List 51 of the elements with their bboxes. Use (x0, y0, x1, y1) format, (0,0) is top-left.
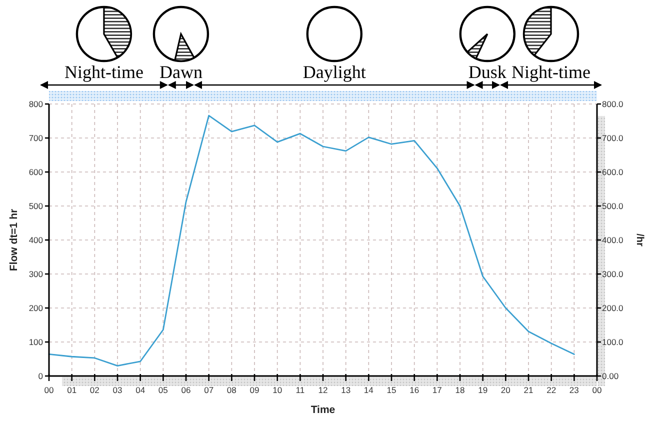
x-tick-label: 05 (158, 385, 168, 395)
x-tick-label: 00 (592, 385, 602, 395)
x-tick-label: 22 (546, 385, 556, 395)
y-tick-label: 300 (28, 269, 44, 279)
x-tick-label: 19 (478, 385, 488, 395)
x-tick-label: 08 (226, 385, 237, 395)
y-tick-label: 500 (28, 201, 44, 211)
y-tick-label: 100 (28, 337, 44, 347)
y2-axis-title: /hr (634, 234, 645, 246)
y2-tick-label: 0.00 (602, 371, 619, 381)
x-tick-label: 18 (455, 385, 465, 395)
y-tick-label: 700 (28, 133, 44, 143)
y2-tick-label: 400.0 (602, 235, 624, 245)
x-tick-label: 03 (112, 385, 122, 395)
y-tick-label: 600 (28, 167, 44, 177)
text: Night-time (511, 62, 590, 82)
y2-tick-label: 700.0 (602, 133, 624, 143)
y-axis-title: Flow dt=1 hr (8, 208, 20, 272)
x-tick-label: 16 (410, 385, 420, 395)
y2-tick-label: 100.0 (602, 337, 624, 347)
x-tick-label: 13 (341, 385, 351, 395)
x-tick-label: 06 (181, 385, 191, 395)
y2-tick-label: 300.0 (602, 269, 624, 279)
y2-tick-label: 500.0 (602, 201, 624, 211)
x-tick-label: 15 (386, 385, 396, 395)
x-tick-label: 12 (318, 385, 328, 395)
x-tick-label: 04 (136, 385, 146, 395)
y-tick-label: 800 (28, 99, 44, 109)
text: Daylight (302, 62, 366, 82)
y2-tick-label: 200.0 (602, 303, 624, 313)
x-tick-label: 10 (272, 385, 282, 395)
text: Night-time (64, 62, 144, 82)
y-tick-label: 0 (38, 371, 44, 381)
x-axis-title: Time (310, 404, 336, 416)
x-tick-label: 01 (67, 385, 77, 395)
x-tick-label: 02 (90, 385, 100, 395)
y-tick-label: 200 (28, 303, 44, 313)
text: Dawn (159, 62, 202, 82)
x-tick-label: 17 (432, 385, 442, 395)
y2-tick-label: 800.0 (602, 99, 624, 109)
x-tick-label: 23 (569, 385, 580, 395)
x-tick-label: 07 (204, 385, 214, 395)
x-tick-label: 20 (500, 385, 511, 395)
x-tick-label: 21 (524, 385, 534, 395)
x-tick-label: 11 (296, 385, 305, 395)
x-tick-label: 14 (364, 385, 374, 395)
text: Dusk (468, 62, 506, 82)
x-tick-label: 00 (44, 385, 54, 395)
x-tick-label: 09 (250, 385, 260, 395)
y-tick-label: 400 (28, 235, 44, 245)
y2-tick-label: 600.0 (602, 167, 624, 177)
